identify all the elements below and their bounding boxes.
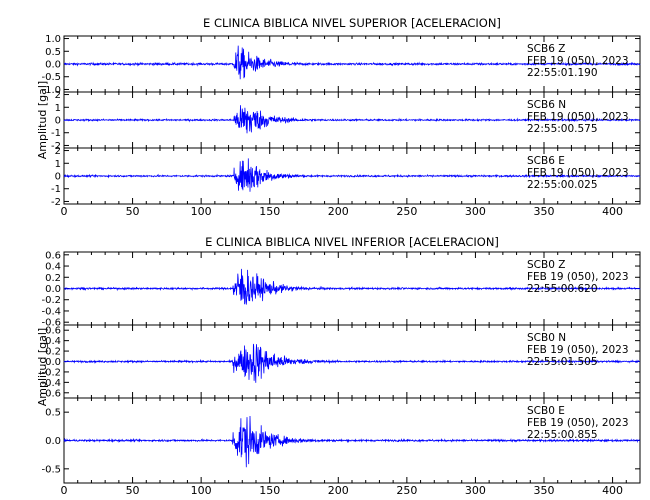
x-tick-label: 400 [602, 205, 623, 218]
y-tick-label: -0.2 [41, 367, 61, 378]
x-tick-label: 100 [191, 205, 212, 218]
trace-info-line: FEB 19 (050), 2023 [527, 111, 629, 123]
y-tick-label: -0.6 [41, 388, 61, 399]
trace-info-line: FEB 19 (050), 2023 [527, 55, 629, 67]
y-tick-label: -0.4 [41, 306, 61, 317]
x-tick-label: 350 [534, 205, 555, 218]
y-tick-label: -1.0 [41, 85, 61, 96]
y-tick-label: -0.2 [41, 295, 61, 306]
trace-info-line: 22:55:01.505 [527, 356, 598, 368]
x-tick-label: 50 [126, 484, 140, 497]
y-tick-label: 0.0 [45, 357, 61, 368]
x-tick-label: 300 [465, 205, 486, 218]
trace-info-line: SCB0 N [527, 332, 566, 344]
x-tick-label: 250 [396, 484, 417, 497]
x-tick-label: 200 [328, 205, 349, 218]
y-axis-label: Amplitud [gal] [36, 328, 49, 406]
y-tick-label: 0.2 [45, 273, 61, 284]
y-tick-label: -1 [51, 128, 61, 139]
y-tick-label: 2 [55, 146, 61, 157]
waveform-line [63, 105, 641, 134]
x-tick-label: 400 [602, 484, 623, 497]
trace-info-line: 22:55:00.620 [527, 283, 598, 295]
y-tick-label: 0 [55, 172, 61, 183]
waveform-line [63, 268, 641, 305]
y-tick-label: 2 [55, 90, 61, 101]
y-tick-label: 1.0 [45, 34, 61, 45]
trace-info-line: SCB6 N [527, 99, 566, 111]
y-tick-label: -0.5 [41, 464, 61, 475]
trace-info-line: 22:55:00.575 [527, 123, 598, 135]
x-tick-label: 0 [61, 205, 68, 218]
y-tick-label: -1 [51, 184, 61, 195]
chart-1: E CLINICA BIBLICA NIVEL INFERIOR [ACELER… [36, 235, 641, 497]
trace-info-line: 22:55:00.025 [527, 179, 598, 191]
x-tick-label: 300 [465, 484, 486, 497]
x-tick-label: 100 [191, 484, 212, 497]
y-tick-label: -2 [51, 197, 61, 208]
y-tick-label: 0.2 [45, 347, 61, 358]
y-tick-label: 0.5 [45, 47, 61, 58]
x-tick-label: 150 [259, 484, 280, 497]
chart-title: E CLINICA BIBLICA NIVEL SUPERIOR [ACELER… [203, 16, 501, 30]
x-tick-label: 0 [61, 484, 68, 497]
y-tick-label: 1 [55, 103, 61, 114]
y-tick-label: 0 [55, 116, 61, 127]
waveform-line [63, 45, 641, 80]
chart-0: E CLINICA BIBLICA NIVEL SUPERIOR [ACELER… [36, 16, 641, 218]
waveform-line [63, 415, 641, 468]
y-tick-label: 0.0 [45, 284, 61, 295]
y-tick-label: 0.0 [45, 436, 61, 447]
trace-info-line: 22:55:00.855 [527, 429, 598, 441]
y-tick-label: -0.4 [41, 378, 61, 389]
y-tick-label: 0.4 [45, 336, 61, 347]
trace-info-line: FEB 19 (050), 2023 [527, 271, 629, 283]
x-tick-label: 350 [534, 484, 555, 497]
trace-info-line: FEB 19 (050), 2023 [527, 417, 629, 429]
y-tick-label: 0.5 [45, 408, 61, 419]
trace-info-line: SCB6 Z [527, 43, 565, 55]
y-tick-label: 0.6 [45, 250, 61, 261]
trace-info-line: FEB 19 (050), 2023 [527, 344, 629, 356]
x-tick-label: 150 [259, 205, 280, 218]
trace-info-line: SCB0 Z [527, 259, 565, 271]
trace-info-line: SCB6 E [527, 155, 565, 167]
y-tick-label: 0.0 [45, 60, 61, 71]
y-tick-label: 1 [55, 159, 61, 170]
x-tick-label: 200 [328, 484, 349, 497]
trace-info-line: 22:55:01.190 [527, 67, 598, 79]
x-tick-label: 250 [396, 205, 417, 218]
trace-info-line: SCB0 E [527, 405, 565, 417]
waveform-line [63, 343, 641, 383]
y-tick-label: -2 [51, 141, 61, 152]
waveform-line [63, 158, 641, 192]
trace-info-line: FEB 19 (050), 2023 [527, 167, 629, 179]
y-axis-label: Amplitud [gal] [36, 81, 49, 159]
y-tick-label: -0.6 [41, 318, 61, 329]
chart-title: E CLINICA BIBLICA NIVEL INFERIOR [ACELER… [205, 235, 499, 249]
y-tick-label: 0.4 [45, 262, 61, 273]
x-tick-label: 50 [126, 205, 140, 218]
y-tick-label: 0.6 [45, 326, 61, 337]
y-tick-label: -0.5 [41, 72, 61, 83]
